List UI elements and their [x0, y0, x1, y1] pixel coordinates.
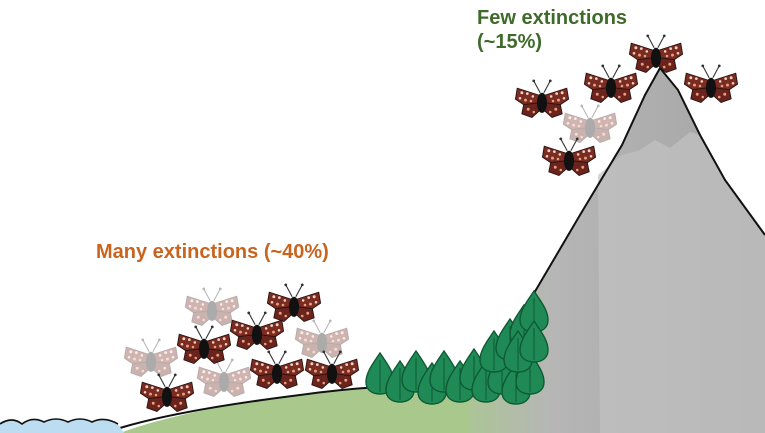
mountain-outline [469, 66, 765, 387]
butterfly-icon-faded [184, 287, 240, 327]
water-outline [0, 418, 119, 426]
lowland-ground [120, 385, 470, 433]
butterfly-icon [176, 325, 232, 365]
lowland-extinction-label: Many extinctions (~40%) [96, 241, 329, 263]
butterfly-icon-faded [196, 358, 252, 398]
butterfly-icon [628, 34, 684, 74]
highland-extinction-label: Few extinctions (~15%) [477, 6, 627, 54]
highland-label-line1: Few extinctions [477, 7, 628, 29]
butterfly-icon-faded [123, 338, 179, 378]
water-waves [0, 419, 124, 433]
butterfly-icon [583, 64, 639, 104]
butterfly-icon [683, 64, 739, 104]
butterfly-icon [514, 79, 570, 119]
highland-label-line2: (~15%) [477, 31, 543, 53]
butterfly-icon [249, 350, 305, 390]
butterfly-icon-faded [562, 104, 618, 144]
butterfly-icon [541, 137, 597, 177]
forest [365, 290, 549, 405]
butterfly-icon [139, 373, 195, 413]
mountain-snowline [598, 132, 765, 433]
butterfly-icon [266, 283, 322, 323]
